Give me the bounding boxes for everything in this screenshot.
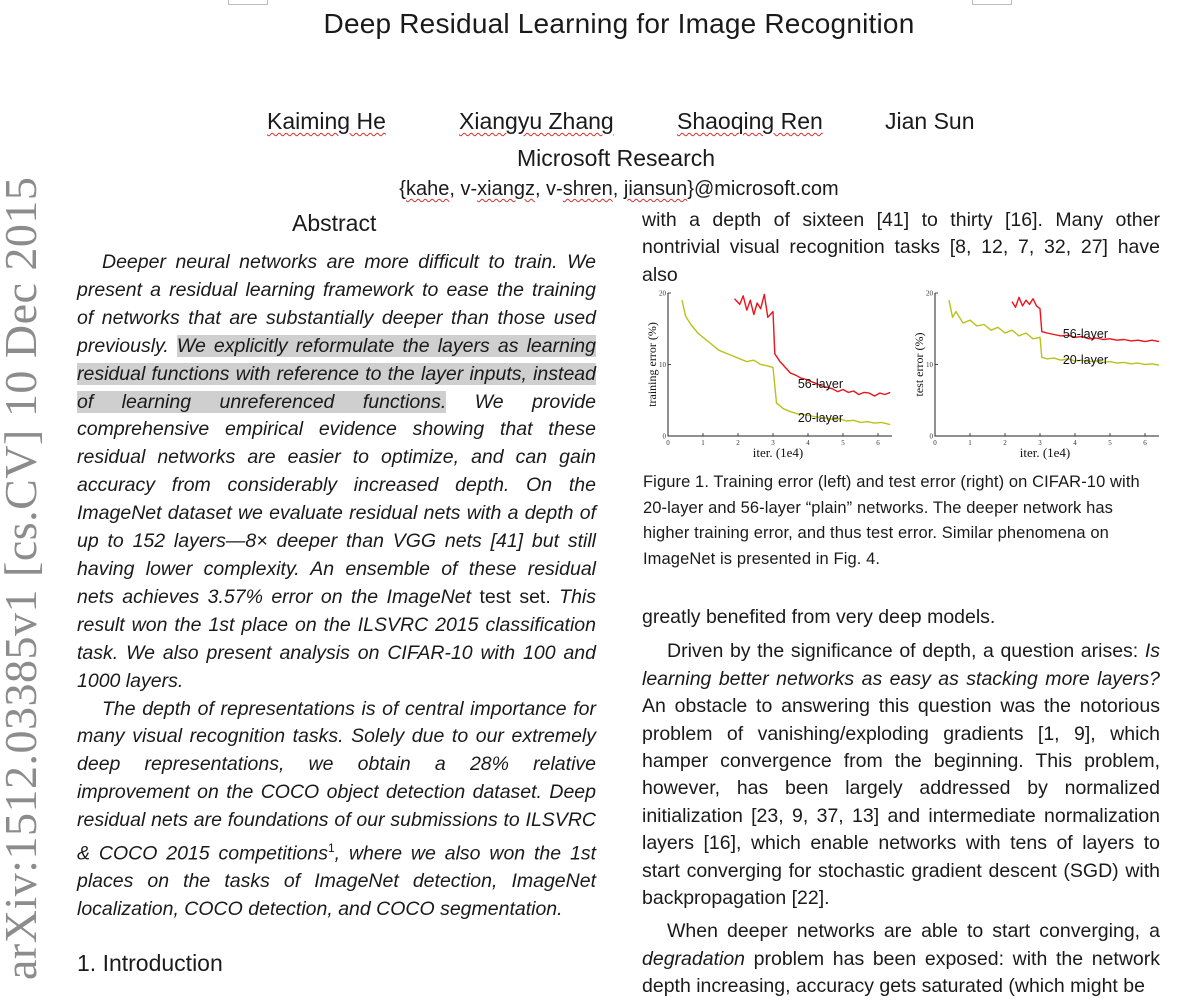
x-tick-label: 0 bbox=[933, 439, 937, 447]
y-axis-label: test error (%) bbox=[912, 333, 926, 397]
y-axis-label: training error (%) bbox=[645, 322, 659, 407]
y-tick-label: 10 bbox=[926, 361, 934, 369]
series-label: 56-layer bbox=[1063, 327, 1108, 341]
axis-line bbox=[934, 293, 1159, 437]
email-part: shren bbox=[562, 178, 613, 200]
author-name-text: Xiangyu Zhang bbox=[459, 108, 614, 134]
series-line-20-layer bbox=[681, 300, 891, 426]
body-paragraph: Driven by the significance of depth, a q… bbox=[642, 638, 1160, 912]
abstract-text: , where we also won the 1st places on th… bbox=[77, 842, 596, 921]
email-part: jiansun bbox=[623, 178, 688, 200]
test-error-chart: 0 1 2 3 4 5 6 0 10 20 test error (%) iter. (1e4) 56-… bbox=[912, 290, 1160, 460]
author-emails: {kahe, v-xiangz, v-shren, jiansun}@micro… bbox=[0, 178, 1200, 201]
email-part: , v- bbox=[449, 178, 478, 200]
email-part: { bbox=[399, 178, 406, 200]
series-label: 56-layer bbox=[798, 377, 843, 391]
author-name: Xiangyu Zhang bbox=[459, 108, 614, 135]
x-tick-label: 1 bbox=[968, 439, 972, 447]
footnote-marker: 1 bbox=[327, 841, 335, 856]
body-text-italic: degradation bbox=[642, 947, 746, 970]
x-tick-label: 6 bbox=[1143, 439, 1147, 447]
author-name: Shaoqing Ren bbox=[677, 108, 823, 135]
x-tick-label: 3 bbox=[1038, 439, 1042, 447]
page-corner-marker-left bbox=[228, 0, 268, 5]
arxiv-stamp: arXiv:1512.03385v1 [cs.CV] 10 Dec 2015 bbox=[0, 176, 46, 980]
x-tick-label: 2 bbox=[1003, 439, 1007, 447]
series-label: 20-layer bbox=[1063, 353, 1108, 367]
abstract-text: test set. bbox=[479, 585, 551, 608]
abstract-body: Deeper neural networks are more difficul… bbox=[77, 249, 596, 924]
abstract-text: The depth of representations is of centr… bbox=[77, 697, 596, 865]
page-corner-marker-right bbox=[972, 0, 1012, 5]
x-tick-label: 2 bbox=[736, 439, 740, 447]
paper-title: Deep Residual Learning for Image Recogni… bbox=[323, 8, 915, 39]
highlighted-text[interactable]: We explicitly reformulate the layers as … bbox=[77, 334, 596, 413]
series-line-56-layer bbox=[1011, 296, 1160, 343]
email-part: , bbox=[612, 178, 624, 200]
body-text: An obstacle to answering this question w… bbox=[642, 695, 1160, 910]
figure-caption: Figure 1. Training error (left) and test… bbox=[643, 473, 1140, 568]
email-part: , v- bbox=[534, 178, 563, 200]
x-tick-label: 6 bbox=[876, 439, 880, 447]
x-axis-label: iter. (1e4) bbox=[1020, 445, 1071, 460]
x-tick-label: 5 bbox=[1108, 439, 1112, 447]
x-tick-label: 3 bbox=[771, 439, 775, 447]
body-paragraph: When deeper networks are able to start c… bbox=[642, 918, 1160, 1000]
author-name: Kaiming He bbox=[267, 108, 386, 135]
series-line-20-layer bbox=[948, 300, 1160, 366]
body-text: When deeper networks are able to start c… bbox=[667, 920, 1160, 943]
abstract-paragraph: The depth of representations is of centr… bbox=[77, 696, 596, 925]
x-axis-label: iter. (1e4) bbox=[753, 445, 804, 460]
abstract-text: This result won the 1st place on the ILS… bbox=[77, 585, 597, 692]
abstract-paragraph: Deeper neural networks are more difficul… bbox=[77, 249, 596, 696]
body-text-italic: Is learning better networks as easy as s… bbox=[642, 640, 1160, 690]
y-tick-label: 20 bbox=[659, 290, 667, 298]
email-part: kahe bbox=[405, 178, 450, 200]
x-tick-label: 4 bbox=[806, 439, 810, 447]
abstract-text: We provide comprehensive empirical evide… bbox=[77, 390, 596, 608]
y-tick-label: 20 bbox=[926, 290, 934, 298]
right-column-body: greatly benefited from very deep models.… bbox=[642, 604, 1160, 1001]
body-text: greatly benefited from very deep models. bbox=[642, 606, 996, 628]
email-part: xiangz bbox=[477, 178, 535, 200]
x-tick-label: 5 bbox=[841, 439, 845, 447]
x-tick-label: 0 bbox=[666, 439, 670, 447]
x-tick-label: 4 bbox=[1073, 439, 1077, 447]
series-label: 20-layer bbox=[798, 411, 843, 425]
y-tick-label: 0 bbox=[930, 433, 934, 441]
y-tick-label: 10 bbox=[659, 361, 667, 369]
body-text: Driven by the significance of depth, a q… bbox=[667, 640, 1145, 663]
section-heading: 1. Introduction bbox=[77, 950, 223, 976]
series-line-56-layer bbox=[733, 293, 891, 397]
abstract-heading: Abstract bbox=[292, 210, 377, 236]
affiliation: Microsoft Research bbox=[516, 145, 716, 171]
abstract-text: Deeper neural networks are more difficul… bbox=[77, 251, 596, 357]
axis-line bbox=[667, 293, 892, 437]
email-part: }@microsoft.com bbox=[687, 178, 839, 200]
x-tick-label: 1 bbox=[701, 439, 705, 447]
training-error-chart: 0 1 2 3 4 5 6 0 10 20 training error (%) iter. (1e4… bbox=[645, 290, 892, 460]
author-name-text: Shaoqing Ren bbox=[677, 108, 823, 134]
y-tick-label: 0 bbox=[663, 433, 667, 441]
body-text: with a depth of sixteen [41] to thirty [… bbox=[642, 209, 1160, 286]
right-column-top-text: with a depth of sixteen [41] to thirty [… bbox=[642, 207, 1160, 289]
author-name-text: Jian Sun bbox=[885, 108, 975, 134]
author-name: Jian Sun bbox=[885, 108, 975, 135]
author-name-text: Kaiming He bbox=[267, 108, 386, 134]
